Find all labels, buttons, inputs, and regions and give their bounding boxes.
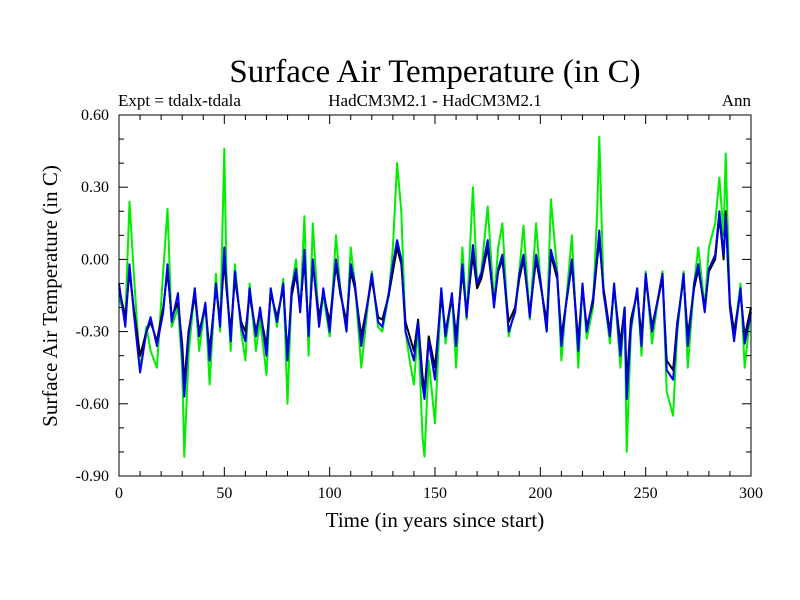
x-tick-label: 0 — [115, 485, 123, 502]
x-tick-label: 100 — [318, 485, 342, 502]
series-line-green — [118, 135, 752, 458]
y-tick-label: 0.00 — [81, 251, 109, 268]
y-axis-label: Surface Air Temperature (in C) — [38, 165, 62, 427]
y-tick-label: -0.60 — [76, 396, 109, 413]
series-line-blue — [118, 210, 752, 400]
y-tick-label: -0.30 — [76, 324, 109, 341]
x-tick-label: 50 — [216, 485, 232, 502]
experiment-label: Expt = tdalx-tdala — [118, 91, 241, 110]
x-axis-label: Time (in years since start) — [326, 508, 545, 532]
x-tick-label: 150 — [423, 485, 447, 502]
x-tick-label: 200 — [528, 485, 552, 502]
model-comparison-label: HadCM3M2.1 - HadCM3M2.1 — [328, 91, 541, 110]
plot-frame — [118, 114, 752, 477]
tick-labels: 0 50 100 150 200 250 300 -0.90 -0.60 -0.30 0.00 0.3… — [76, 107, 763, 502]
y-tick-label: 0.60 — [81, 107, 109, 124]
season-label: Ann — [722, 91, 752, 110]
chart-title: Surface Air Temperature (in C) — [229, 54, 640, 90]
y-tick-label: -0.90 — [76, 468, 109, 485]
x-tick-label: 300 — [739, 485, 763, 502]
x-tick-label: 250 — [634, 485, 658, 502]
series-group — [118, 135, 752, 458]
y-tick-label: 0.30 — [81, 179, 109, 196]
